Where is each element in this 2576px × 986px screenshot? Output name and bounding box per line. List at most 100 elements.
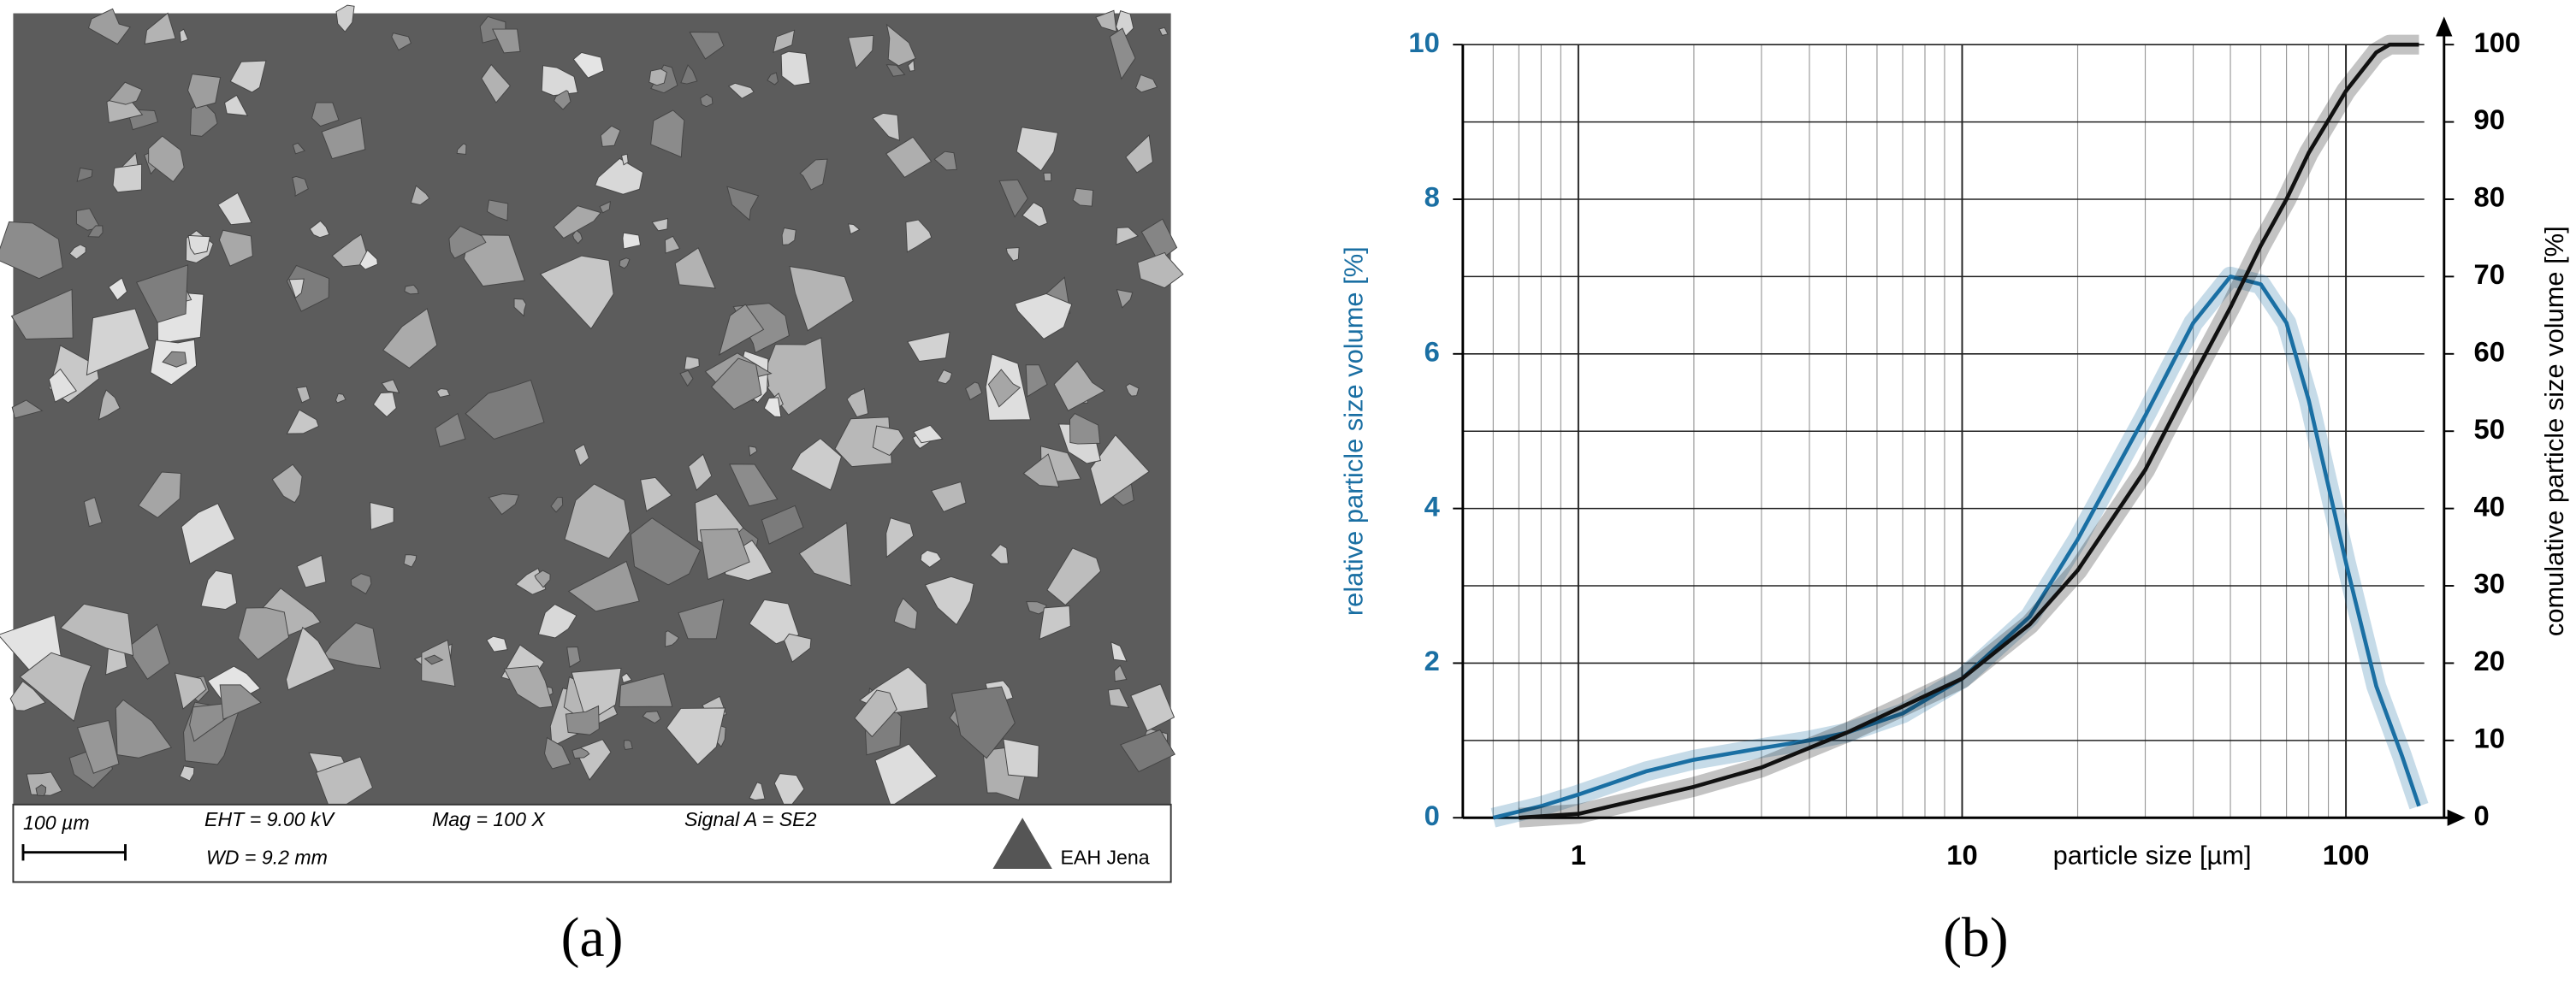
sem-image: 100 µm EHT = 9.00 kV WD = 9.2 mm Mag = 100 …: [0, 4, 1184, 969]
particle: [642, 711, 661, 724]
particle: [689, 32, 725, 60]
particle: [554, 90, 571, 110]
particle: [664, 235, 681, 254]
particle: [1025, 364, 1048, 398]
particle: [87, 225, 104, 238]
particle: [1039, 605, 1071, 641]
particle: [781, 227, 796, 245]
y-tick-label: 0: [1424, 800, 1440, 831]
y2-tick-label: 70: [2473, 258, 2504, 290]
x-axis-arrow: [2447, 809, 2466, 826]
particle: [486, 635, 508, 652]
particle: [19, 652, 92, 723]
particle: [599, 200, 612, 214]
particle: [798, 522, 852, 587]
particle: [905, 219, 933, 253]
particle: [115, 699, 173, 759]
particle: [665, 630, 680, 647]
particle: [799, 158, 828, 191]
logo: EAH Jena: [1060, 847, 1149, 869]
y-tick-label: 2: [1424, 645, 1440, 676]
particle: [1109, 27, 1136, 80]
particle: [678, 599, 725, 640]
y2-tick-label: 50: [2473, 413, 2504, 445]
particle: [622, 232, 642, 250]
particle: [481, 63, 512, 103]
particle: [726, 186, 760, 221]
particle: [217, 192, 252, 226]
particle: [335, 4, 355, 32]
particle: [381, 379, 400, 393]
particle: [321, 622, 382, 670]
particle: [650, 109, 685, 158]
particle: [435, 412, 466, 447]
particle: [448, 225, 487, 259]
particle: [404, 284, 419, 295]
particle: [539, 255, 614, 330]
particle: [565, 705, 600, 735]
y2-tick-label: 90: [2473, 103, 2504, 135]
particle: [847, 223, 861, 235]
particle: [920, 549, 942, 569]
signal: Signal A = SE2: [684, 808, 817, 830]
particle: [648, 68, 667, 86]
particle: [1130, 683, 1175, 732]
particle: [503, 665, 554, 709]
particle: [238, 607, 290, 660]
particle: [791, 438, 843, 491]
particle: [600, 125, 621, 147]
particle: [9, 680, 46, 711]
particle: [567, 560, 640, 612]
y-tick-label: 10: [1408, 27, 1439, 58]
particle: [1116, 227, 1140, 245]
particle: [1072, 187, 1094, 207]
particle: [998, 179, 1028, 218]
particle: [571, 747, 590, 759]
particle: [1135, 74, 1158, 93]
particle: [924, 576, 974, 626]
particle: [885, 23, 916, 67]
particle: [359, 249, 378, 270]
particle: [913, 424, 944, 444]
particle: [885, 64, 906, 77]
particle: [789, 266, 854, 332]
particle: [553, 205, 602, 239]
y2-tick-label: 30: [2473, 568, 2504, 599]
particle: [640, 476, 672, 512]
particle: [488, 493, 519, 516]
particle: [680, 64, 698, 85]
particle: [619, 673, 673, 708]
particle: [1022, 202, 1048, 227]
particle: [1069, 412, 1101, 445]
particle: [621, 672, 633, 683]
particle: [885, 136, 933, 178]
particle: [1026, 601, 1047, 615]
particle: [710, 357, 762, 410]
particle: [0, 221, 63, 280]
particle: [573, 443, 589, 467]
particle: [749, 599, 800, 645]
particle: [1046, 547, 1102, 606]
particle: [179, 765, 195, 782]
scale-bar-label: 100 µm: [23, 812, 90, 834]
particle: [630, 517, 702, 586]
particle: [729, 463, 779, 507]
particle: [679, 369, 694, 387]
particle: [1116, 289, 1134, 309]
particle: [718, 304, 765, 356]
particle: [382, 308, 438, 369]
particle: [331, 233, 371, 268]
particle: [271, 463, 303, 504]
particle: [541, 65, 578, 97]
particle: [112, 163, 143, 193]
particle: [144, 12, 176, 44]
particle: [619, 257, 631, 269]
info-bar: [12, 803, 1172, 883]
particle: [423, 654, 444, 665]
particle: [595, 157, 644, 195]
particle: [674, 247, 716, 289]
particle: [48, 368, 77, 403]
particle: [700, 93, 714, 108]
particle: [87, 8, 131, 45]
